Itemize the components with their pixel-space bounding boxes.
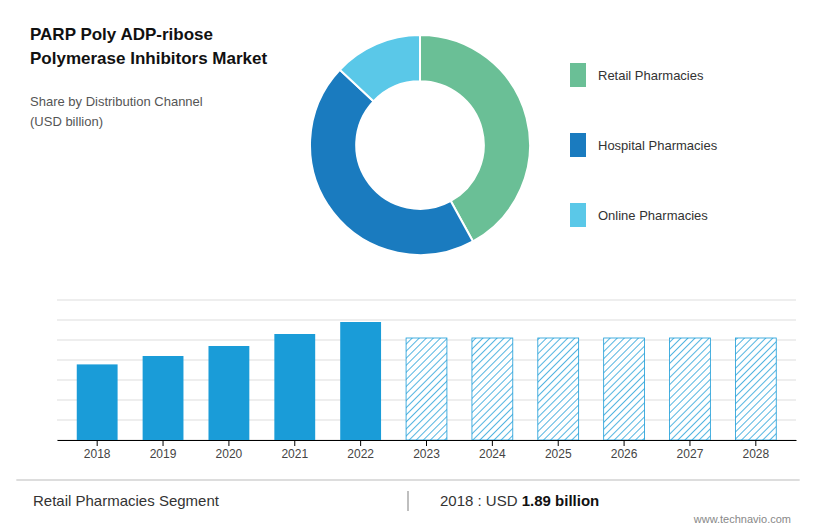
tick-label: 2020: [216, 447, 243, 461]
bar: [472, 338, 513, 440]
grid-line: [57, 300, 796, 301]
grid: [57, 300, 796, 440]
tick: 2020: [216, 440, 243, 461]
legend-label: Hospital Pharmacies: [598, 138, 718, 153]
bar: [406, 338, 447, 440]
tick: 2026: [611, 440, 638, 461]
tick-mark: [228, 440, 229, 446]
bar: [340, 440, 381, 441]
tick-label: 2019: [150, 447, 177, 461]
tick-mark: [163, 440, 164, 446]
legend-label: Online Pharmacies: [598, 208, 708, 223]
legend: Retail Pharmacies Hospital Pharmacies Onli…: [570, 63, 718, 227]
tick-label: 2026: [611, 447, 638, 461]
separator: [16, 480, 799, 481]
tick-mark: [558, 440, 559, 446]
title-block: PARP Poly ADP-ribose Polymerase Inhibitor…: [30, 25, 267, 129]
bars: [77, 322, 776, 440]
slice: [340, 35, 420, 101]
legend-swatch: [570, 63, 586, 87]
bar: [604, 338, 645, 440]
annotation: Retail Pharmacies Segment: [33, 492, 220, 509]
tick: 2019: [150, 440, 177, 461]
tick-mark: [689, 440, 690, 446]
bar: [208, 346, 249, 440]
bar: [77, 364, 118, 440]
x-axis: 2018 2019 2020 2021 2022 2023 2024 2025 2026 2027…: [58, 440, 797, 461]
tick-mark: [294, 440, 295, 446]
tick-label: 2025: [545, 447, 572, 461]
tick-label: 2028: [742, 447, 769, 461]
annotation-part: 1.89 billion: [522, 492, 600, 509]
title: PARP Poly ADP-ribose: [30, 25, 213, 44]
bar: [208, 440, 249, 441]
separator: [407, 491, 409, 511]
footer: Retail Pharmacies Segment 2018 : USD 1.89…: [16, 480, 799, 525]
tick-mark: [360, 440, 361, 446]
tick-mark: [97, 440, 98, 446]
annotation: 2018 : USD 1.89 billion: [440, 492, 599, 509]
grid-line: [57, 320, 796, 321]
bar: [143, 440, 184, 441]
bar: [274, 440, 315, 441]
legend-swatch: [570, 203, 586, 227]
bar: [77, 440, 118, 441]
tick: 2024: [479, 440, 506, 461]
tick-label: 2018: [84, 447, 111, 461]
tick-label: 2022: [347, 447, 374, 461]
donut: [310, 35, 530, 255]
bar: [274, 334, 315, 440]
subtitle: (USD billion): [30, 114, 103, 129]
title: Polymerase Inhibitors Market: [30, 49, 267, 68]
bar-chart: 2018 2019 2020 2021 2022 2023 2024 2025 2026 2027…: [57, 300, 797, 461]
tick: 2022: [347, 440, 374, 461]
tick-label: 2021: [281, 447, 308, 461]
bar: [735, 338, 776, 440]
tick: 2028: [742, 440, 769, 461]
tick-mark: [755, 440, 756, 446]
annotation: www.technavio.com: [693, 513, 791, 525]
tick-mark: [624, 440, 625, 446]
annotation-part: 2018 : USD: [440, 492, 522, 509]
legend-label: Retail Pharmacies: [598, 68, 704, 83]
tick: 2021: [281, 440, 308, 461]
legend-swatch: [570, 133, 586, 157]
subtitle: Share by Distribution Channel: [30, 94, 203, 109]
tick-label: 2024: [479, 447, 506, 461]
bar: [670, 338, 711, 440]
tick: 2025: [545, 440, 572, 461]
tick: 2027: [677, 440, 704, 461]
tick-mark: [426, 440, 427, 446]
chart: PARP Poly ADP-ribose Polymerase Inhibitor…: [0, 0, 816, 528]
bar: [143, 356, 184, 440]
tick-label: 2027: [677, 447, 704, 461]
tick-label: 2023: [413, 447, 440, 461]
bar: [340, 322, 381, 440]
slice: [310, 70, 473, 255]
tick-mark: [492, 440, 493, 446]
bar: [538, 338, 579, 440]
tick: 2023: [413, 440, 440, 461]
tick: 2018: [84, 440, 111, 461]
